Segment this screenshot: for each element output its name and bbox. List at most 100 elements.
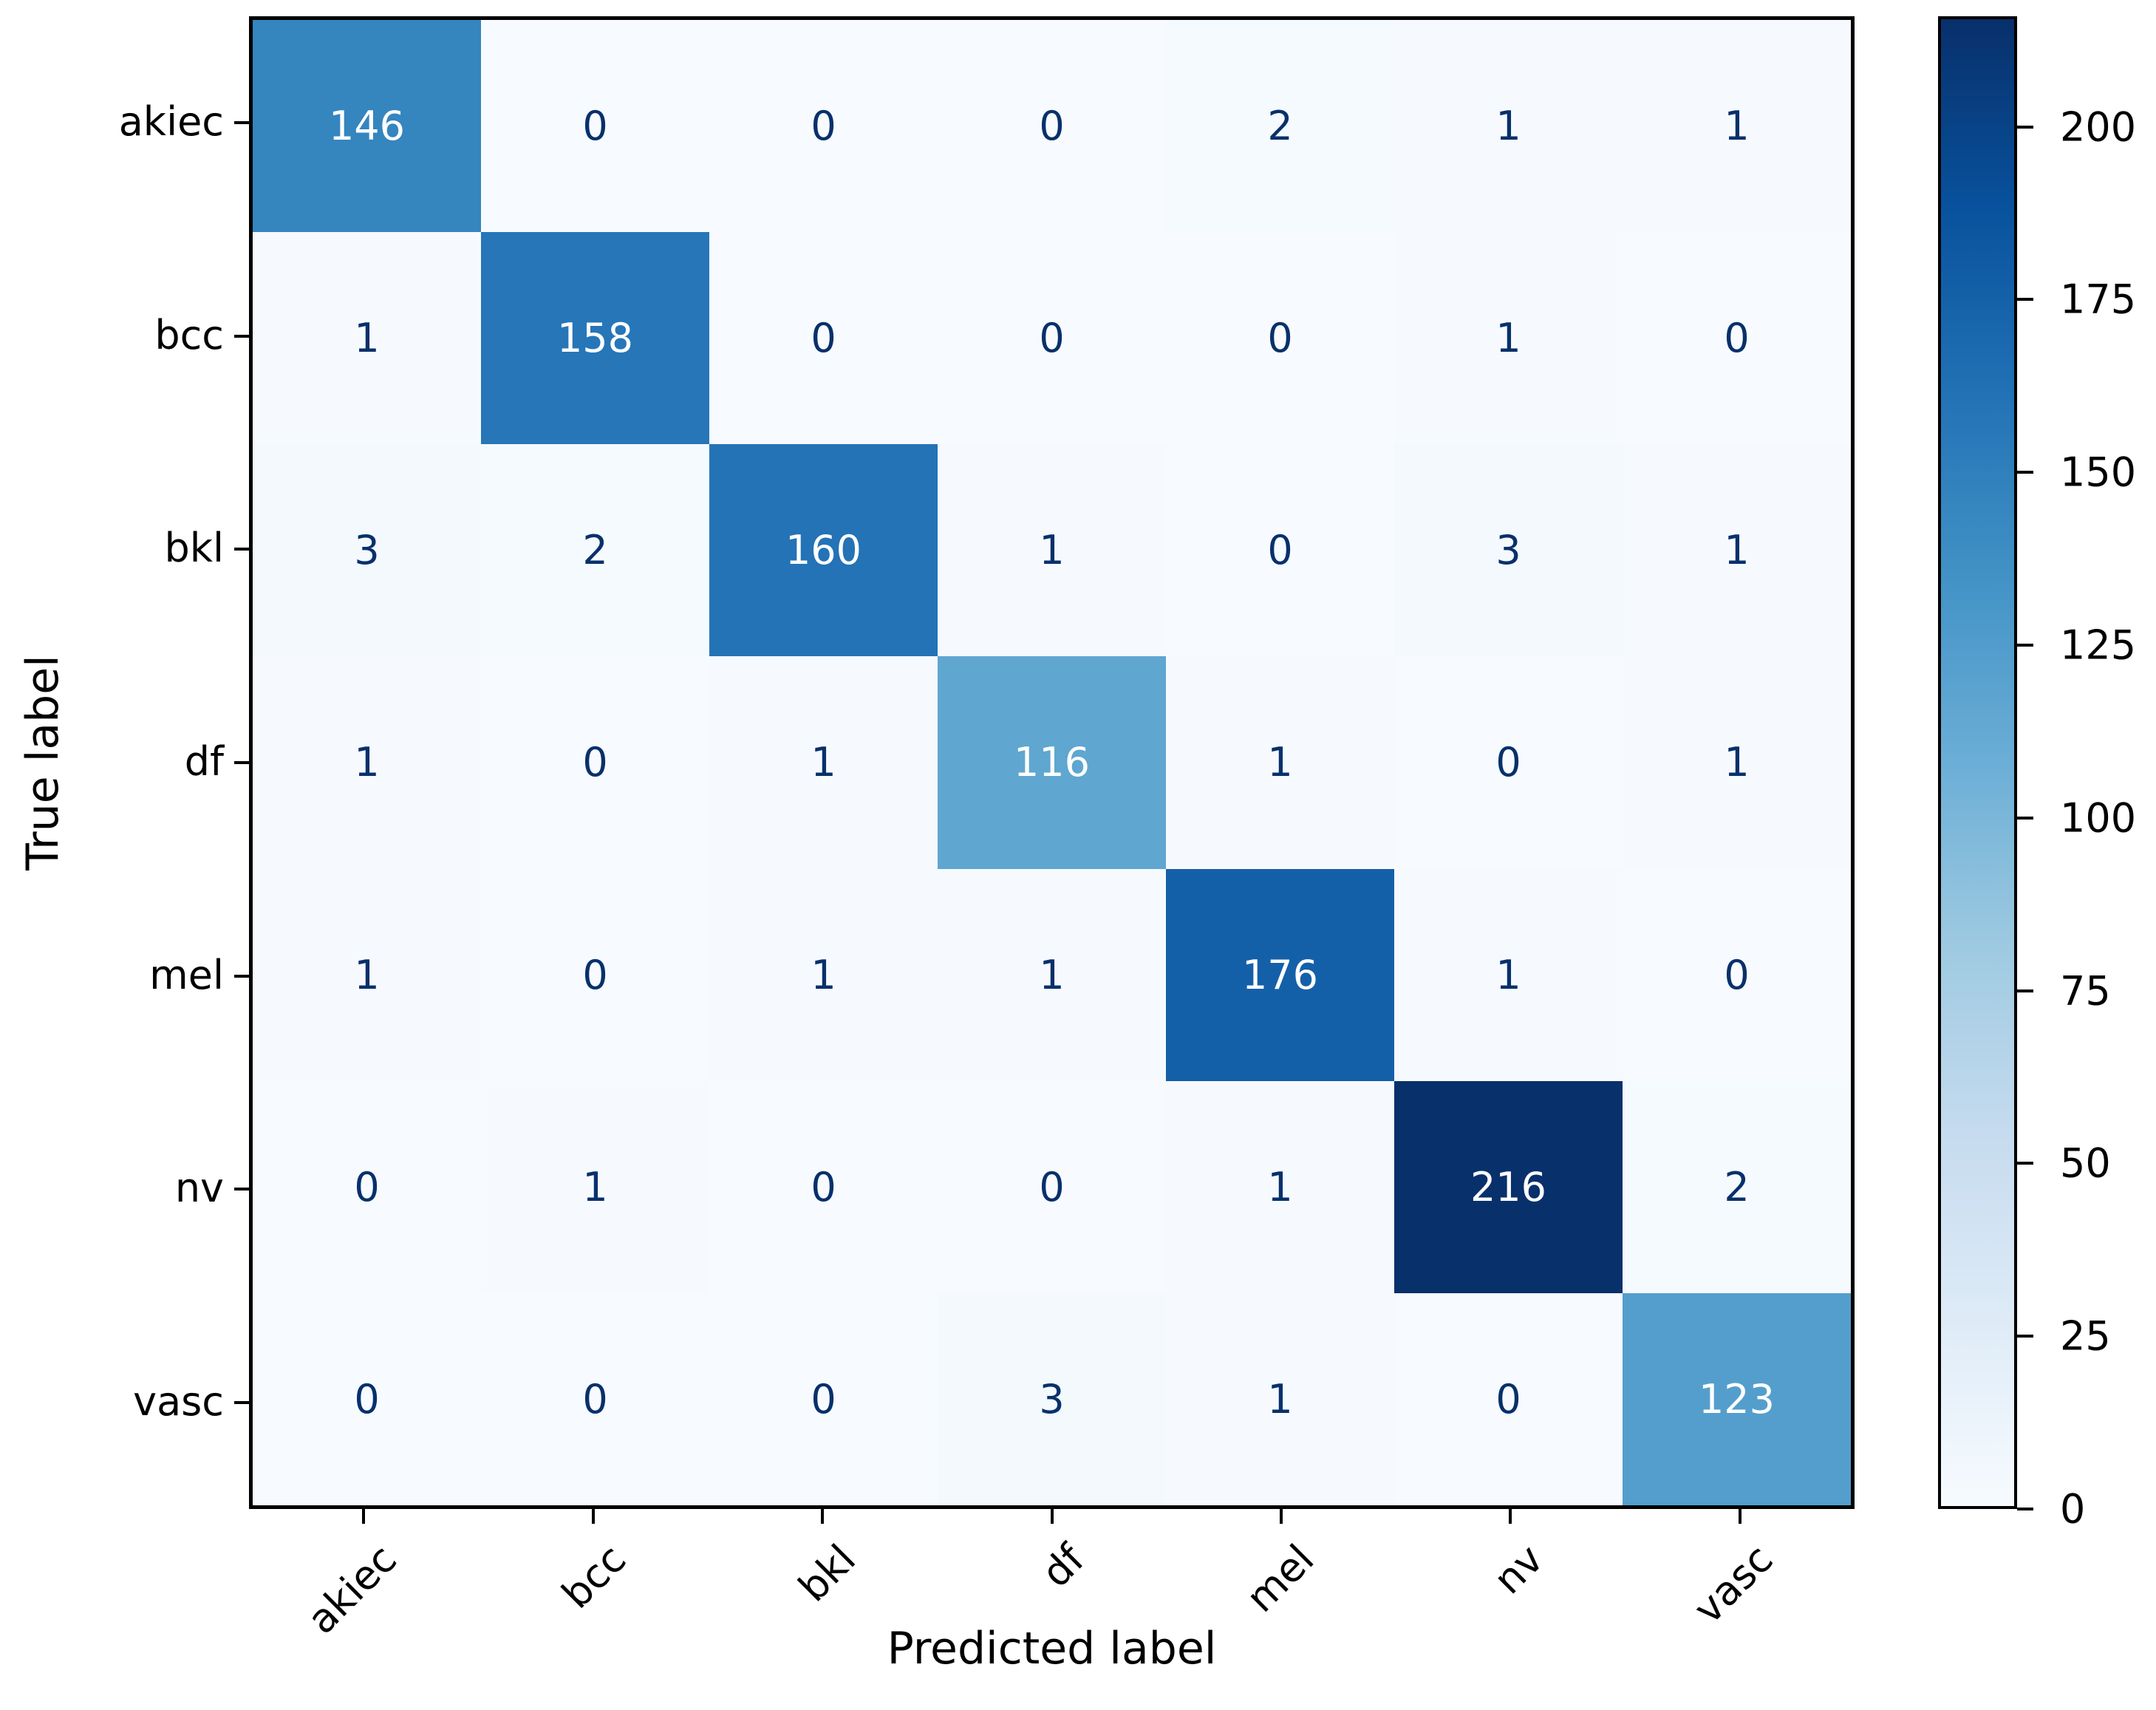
cell-value: 1 — [354, 739, 380, 786]
cell-value: 0 — [1039, 103, 1065, 150]
colorbar-tick-mark — [2017, 125, 2033, 129]
heatmap-plot: 146 0 0 0 2 1 1 1 158 0 0 0 1 0 3 2 160 1 0 3 1 1 0 1 116 1 0 1 1 0 1 1… — [249, 16, 1855, 1509]
cell-value: 3 — [1039, 1375, 1065, 1423]
y-tick-mark — [234, 1400, 249, 1404]
matrix-cell: 116 — [938, 656, 1166, 869]
matrix-cell: 0 — [938, 232, 1166, 445]
colorbar-tick-label: 25 — [2060, 1312, 2111, 1360]
matrix-cell: 1 — [1394, 868, 1623, 1081]
cell-value: 3 — [354, 527, 380, 574]
colorbar-tick-label: 0 — [2060, 1485, 2086, 1533]
x-tick-mark — [1050, 1509, 1054, 1524]
y-tick-label: nv — [174, 1165, 224, 1212]
cell-value: 0 — [811, 103, 836, 150]
matrix-cell: 1 — [253, 232, 481, 445]
matrix-cell: 1 — [253, 656, 481, 869]
y-tick-label: vasc — [133, 1377, 224, 1425]
colorbar-tick-label: 50 — [2060, 1140, 2111, 1187]
cell-value: 0 — [1495, 739, 1521, 786]
matrix-cell: 160 — [709, 444, 938, 657]
y-tick-mark — [234, 1188, 249, 1191]
matrix-cell: 1 — [1394, 232, 1623, 445]
cell-value: 1 — [811, 951, 836, 998]
matrix-cell: 0 — [709, 232, 938, 445]
x-tick-mark — [1509, 1509, 1512, 1524]
matrix-cell: 2 — [481, 444, 709, 657]
y-tick-label: bkl — [164, 525, 224, 572]
cell-value: 0 — [811, 1163, 836, 1210]
cell-value: 0 — [1039, 1163, 1065, 1210]
colorbar-tick-mark — [2017, 644, 2033, 647]
matrix-cell: 1 — [1166, 656, 1394, 869]
x-tick-label: bkl — [789, 1536, 864, 1611]
cell-value: 1 — [1039, 951, 1065, 998]
colorbar-tick-mark — [2017, 298, 2033, 302]
cell-value: 0 — [1267, 527, 1293, 574]
cell-value: 1 — [1495, 951, 1521, 998]
matrix-cell: 1 — [1623, 656, 1851, 869]
matrix-cell: 176 — [1166, 868, 1394, 1081]
matrix-cell: 0 — [1394, 656, 1623, 869]
matrix-cell: 1 — [1166, 1292, 1394, 1505]
x-axis-title: Predicted label — [887, 1623, 1217, 1675]
colorbar — [1938, 16, 2017, 1509]
cell-value: 1 — [1267, 1163, 1293, 1210]
matrix-cell: 0 — [938, 1080, 1166, 1293]
cell-value: 0 — [811, 1375, 836, 1423]
matrix-cell: 0 — [938, 20, 1166, 233]
matrix-cell: 1 — [481, 1080, 709, 1293]
cell-value: 176 — [1241, 951, 1319, 998]
colorbar-tick-label: 125 — [2060, 621, 2137, 669]
x-tick-mark — [1738, 1509, 1741, 1524]
cell-value: 1 — [1267, 1375, 1293, 1423]
cell-value: 1 — [1724, 739, 1750, 786]
y-tick-mark — [234, 334, 249, 338]
colorbar-tick-mark — [2017, 1162, 2033, 1165]
cell-value: 0 — [811, 315, 836, 362]
x-tick-label: mel — [1237, 1536, 1323, 1621]
x-tick-label: df — [1032, 1536, 1094, 1597]
x-tick-mark — [821, 1509, 825, 1524]
colorbar-tick-label: 200 — [2060, 103, 2137, 151]
cell-value: 0 — [1495, 1375, 1521, 1423]
y-tick-mark — [234, 121, 249, 125]
matrix-cell: 0 — [1166, 444, 1394, 657]
y-tick-label: bcc — [154, 312, 224, 359]
matrix-cell: 3 — [1394, 444, 1623, 657]
matrix-cell: 216 — [1394, 1080, 1623, 1293]
cell-value: 0 — [354, 1163, 380, 1210]
matrix-cell: 1 — [938, 444, 1166, 657]
cell-value: 1 — [354, 315, 380, 362]
matrix-cell: 0 — [481, 656, 709, 869]
cell-value: 2 — [582, 527, 608, 574]
matrix-cell: 1 — [1623, 444, 1851, 657]
y-tick-label: mel — [149, 951, 224, 998]
cell-value: 1 — [1495, 315, 1521, 362]
cell-value: 2 — [1724, 1163, 1750, 1210]
matrix-cell: 0 — [1394, 1292, 1623, 1505]
matrix-cell: 1 — [1166, 1080, 1394, 1293]
cell-value: 1 — [354, 951, 380, 998]
x-tick-mark — [1279, 1509, 1283, 1524]
matrix-cell: 158 — [481, 232, 709, 445]
matrix-cell: 146 — [253, 20, 481, 233]
colorbar-tick-mark — [2017, 1335, 2033, 1338]
colorbar-tick-label: 175 — [2060, 276, 2137, 323]
cell-value: 2 — [1267, 103, 1293, 150]
y-axis-title: True label — [17, 655, 69, 871]
x-tick-mark — [591, 1509, 595, 1524]
y-tick-mark — [234, 548, 249, 551]
y-tick-mark — [234, 974, 249, 978]
matrix-cell: 1 — [253, 868, 481, 1081]
y-tick-label: akiec — [118, 98, 224, 146]
x-tick-label: nv — [1484, 1536, 1552, 1604]
cell-value: 160 — [785, 527, 862, 574]
matrix-cell: 0 — [1623, 232, 1851, 445]
matrix-cell: 1 — [709, 656, 938, 869]
x-tick-label: vasc — [1684, 1536, 1782, 1633]
cell-value: 1 — [1724, 103, 1750, 150]
cell-value: 216 — [1470, 1163, 1547, 1210]
matrix-cell: 0 — [481, 20, 709, 233]
colorbar-tick-mark — [2017, 816, 2033, 820]
